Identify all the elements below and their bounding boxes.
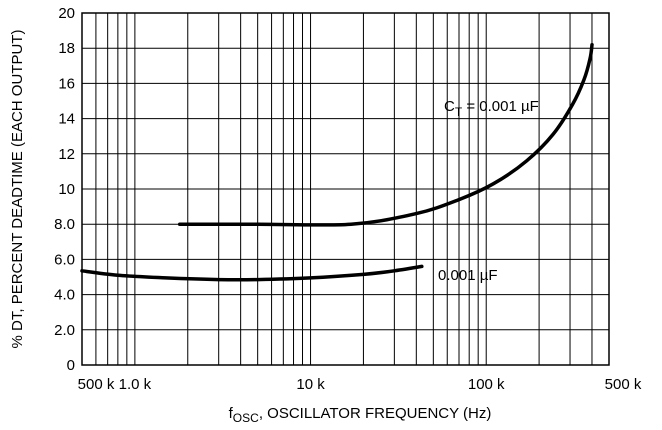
y-tick-label: 8.0 (54, 216, 75, 233)
curve-label-ct-pre: C (444, 98, 455, 115)
x-tick-label: 100 k (468, 376, 505, 393)
x-tick-label: 1.0 k (119, 376, 152, 393)
y-tick-label: 2.0 (54, 322, 75, 339)
y-tick-label: 20 (58, 5, 75, 22)
plot-frame (81, 12, 610, 366)
grid (82, 13, 609, 365)
curve-label-ct-sub: T (455, 105, 463, 119)
y-tick-label: 4.0 (54, 287, 75, 304)
curve-lower (80, 264, 424, 282)
curves (80, 42, 594, 282)
x-tick-label: 10 k (296, 376, 325, 393)
x-axis-label-sub: OSC (233, 411, 259, 425)
curve-label-ct-post: = 0.001 µF (462, 98, 539, 115)
y-axis-label: % DT, PERCENT DEADTIME (EACH OUTPUT) (9, 30, 26, 349)
y-tick-label: 6.0 (54, 251, 75, 268)
y-tick-label: 10 (58, 181, 75, 198)
x-axis-label-rest: , OSCILLATOR FREQUENCY (Hz) (259, 405, 492, 422)
y-tick-label: 14 (58, 111, 75, 128)
x-tick-label: 500 k (605, 376, 642, 393)
y-tick-label: 0 (67, 357, 75, 374)
curve-label-lower: 0.001 µF (438, 267, 498, 284)
y-tick-label: 18 (58, 40, 75, 57)
y-tick-label: 16 (58, 75, 75, 92)
x-axis-label: fOSC, OSCILLATOR FREQUENCY (Hz) (229, 405, 492, 425)
curve-label-ct: CT = 0.001 µF (444, 98, 539, 119)
curve-label-lower-text: 0.001 µF (438, 267, 498, 284)
x-tick-label: 500 k (78, 376, 115, 393)
curve-ct-upper (177, 42, 594, 227)
x-axis-label-main: f (229, 405, 234, 422)
y-tick-label: 12 (58, 146, 75, 163)
